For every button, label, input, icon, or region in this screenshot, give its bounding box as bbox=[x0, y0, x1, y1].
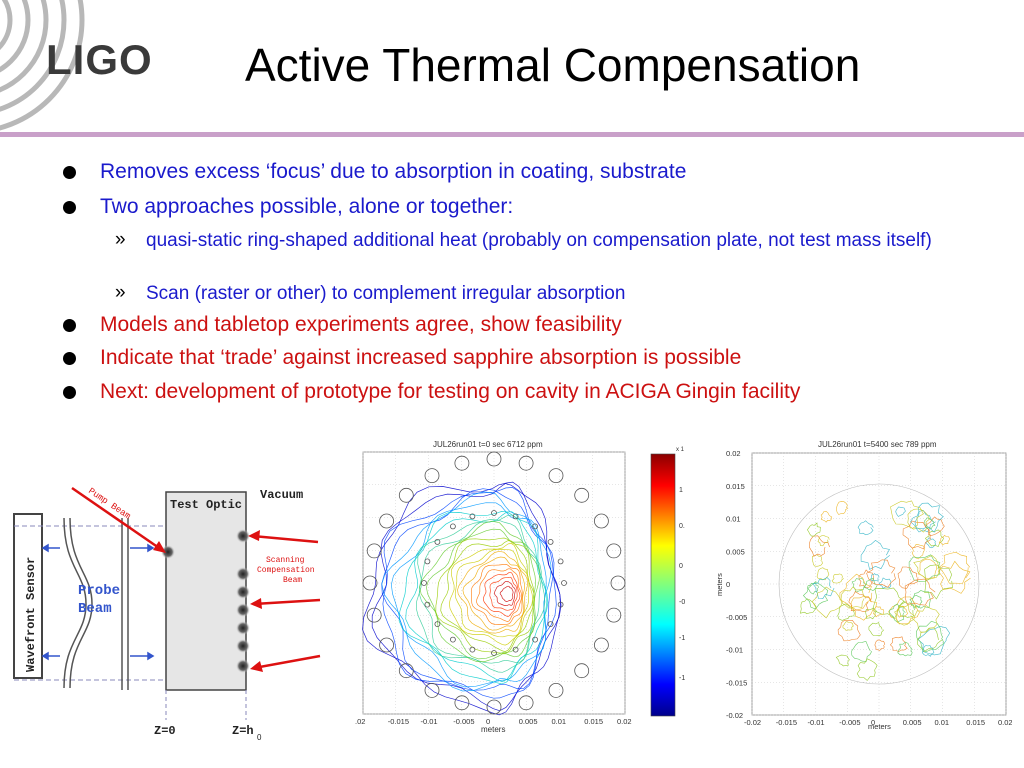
plot2-title: JUL26run01 t=5400 sec 789 ppm bbox=[818, 440, 937, 449]
colorbar-tick: 1 bbox=[679, 487, 683, 494]
plot2-ytick: 0.015 bbox=[726, 482, 745, 491]
wavefront-curve bbox=[69, 517, 93, 689]
plot1-xtick: 0.015 bbox=[584, 717, 603, 726]
probe-arrows bbox=[41, 543, 155, 661]
plot2-xtick: -0.005 bbox=[839, 718, 860, 727]
heat-spot bbox=[236, 639, 250, 653]
plot2-xtick: 0 bbox=[871, 718, 875, 727]
zh-subscript: 0 bbox=[257, 733, 262, 742]
plot2-ytick: -0.005 bbox=[726, 613, 747, 622]
bullet-text: Models and tabletop experiments agree, s… bbox=[100, 313, 622, 336]
plot2-ytick: -0.02 bbox=[726, 711, 743, 720]
plot2-ytick: -0.01 bbox=[726, 646, 743, 655]
heat-spot bbox=[236, 529, 250, 543]
plot1-xtick: -0.005 bbox=[453, 717, 474, 726]
experiment-schematic: Wavefront Sensor Probe Beam Test Optic V… bbox=[13, 486, 321, 742]
plot2-xtick: 0.01 bbox=[935, 718, 950, 727]
colorbar-tick: -1 bbox=[679, 635, 685, 642]
contour-plot-before: JUL26run01 t=0 sec 6712 ppm .02 -0.015 -0.… bbox=[355, 440, 632, 734]
heat-spot bbox=[236, 585, 250, 599]
heat-spot bbox=[236, 567, 250, 581]
plot1-xtick: 0.02 bbox=[617, 717, 632, 726]
heat-spot bbox=[236, 603, 250, 617]
colorbar-tick: 0 bbox=[679, 563, 683, 570]
plot2-ylabel: meters bbox=[715, 573, 724, 596]
plot2-xtick: 0.015 bbox=[966, 718, 985, 727]
bullet-dot-icon bbox=[63, 352, 76, 365]
heat-spot bbox=[161, 545, 175, 559]
sub-bullet-marker: » bbox=[115, 282, 126, 303]
plot2-xtick: 0.02 bbox=[998, 718, 1012, 727]
plot2-xtick: 0.005 bbox=[903, 718, 922, 727]
z0-label: Z=0 bbox=[154, 724, 176, 738]
plot2-ytick: 0.02 bbox=[726, 449, 741, 458]
plot2-xlabel: meters bbox=[868, 722, 891, 731]
arrowhead-icon bbox=[250, 661, 263, 672]
plot2-ytick: 0.005 bbox=[726, 547, 745, 556]
plot2-ytick: -0.015 bbox=[726, 678, 747, 687]
plot2-ytick: 0.01 bbox=[726, 515, 741, 524]
zh-label: Z=h bbox=[232, 724, 254, 738]
bullet-dot-icon bbox=[63, 201, 76, 214]
pump-beam-arrow bbox=[71, 486, 163, 552]
scanning-label-3: Beam bbox=[283, 576, 302, 585]
plot1-xtick: 0.005 bbox=[519, 717, 538, 726]
bullet-text: Indicate that ‘trade’ against increased … bbox=[100, 346, 742, 369]
vacuum-label: Vacuum bbox=[260, 488, 303, 502]
plot1-xtick: 0 bbox=[486, 717, 490, 726]
test-optic bbox=[165, 491, 247, 691]
colorbar-tick: 0. bbox=[679, 523, 685, 530]
scanning-beam-arrow bbox=[251, 534, 319, 544]
plot1-xtick: -0.015 bbox=[388, 717, 409, 726]
arrowhead-icon bbox=[153, 541, 166, 553]
plot1-xlabel: meters bbox=[481, 725, 505, 734]
wavefront-curve bbox=[63, 517, 87, 689]
probe-label: Probe bbox=[78, 583, 120, 599]
bullet-dot-icon bbox=[63, 166, 76, 179]
ligo-logo: LIGO bbox=[46, 36, 153, 83]
logo-arcs-decoration bbox=[0, 0, 85, 131]
bullet-dot-icon bbox=[63, 386, 76, 399]
plot2-xtick: -0.02 bbox=[744, 718, 761, 727]
bullet-text: Removes excess ‘focus’ due to absorption… bbox=[100, 160, 687, 183]
heat-spot bbox=[236, 621, 250, 635]
bullet-text: Next: development of prototype for testi… bbox=[100, 380, 801, 403]
arrowhead-icon bbox=[250, 598, 262, 609]
scanning-beam-arrow bbox=[253, 598, 321, 606]
wavefront-sensor-box bbox=[13, 513, 43, 679]
colorbar-scale: x 1 bbox=[676, 447, 685, 453]
sub-bullet-text: Scan (raster or other) to complement irr… bbox=[146, 283, 626, 304]
plot1-xtick: -0.01 bbox=[421, 717, 438, 726]
plot1-xtick: 0.01 bbox=[552, 717, 567, 726]
title-divider bbox=[0, 132, 1024, 137]
bullet-dot-icon bbox=[63, 319, 76, 332]
slide-title: Active Thermal Compensation bbox=[245, 39, 861, 91]
plot2-ytick: 0 bbox=[726, 580, 730, 589]
colorbar-tick: -1 bbox=[679, 675, 685, 682]
heat-spot bbox=[236, 659, 250, 673]
wavefront-sensor-label: Wavefront Sensor bbox=[24, 557, 38, 672]
bullet-text: Two approaches possible, alone or togeth… bbox=[100, 195, 514, 218]
scanning-label-1: Scanning bbox=[266, 556, 305, 565]
colorbar-gradient bbox=[650, 453, 676, 717]
arrowhead-icon bbox=[248, 530, 260, 541]
plot2-xtick: -0.015 bbox=[776, 718, 797, 727]
plot1-title: JUL26run01 t=0 sec 6712 ppm bbox=[433, 440, 543, 449]
plot2-xtick: -0.01 bbox=[808, 718, 825, 727]
probe-label-2: Beam bbox=[78, 601, 112, 617]
contour-plot-after: JUL26run01 t=5400 sec 789 ppm -0.02 -0.01… bbox=[715, 440, 1012, 731]
plot1-xtick: .02 bbox=[355, 717, 365, 726]
scanning-beam-arrow bbox=[253, 654, 321, 670]
sub-bullet-marker: » bbox=[115, 229, 126, 250]
test-optic-label: Test Optic bbox=[170, 498, 242, 512]
scanning-label-2: Compensation bbox=[257, 566, 315, 575]
colorbar-tick: -0 bbox=[679, 599, 685, 606]
colorbar: x 1 1 0. 0 -0 -1 -1 bbox=[650, 447, 685, 717]
sub-bullet-text: quasi-static ring-shaped additional heat… bbox=[146, 230, 932, 251]
